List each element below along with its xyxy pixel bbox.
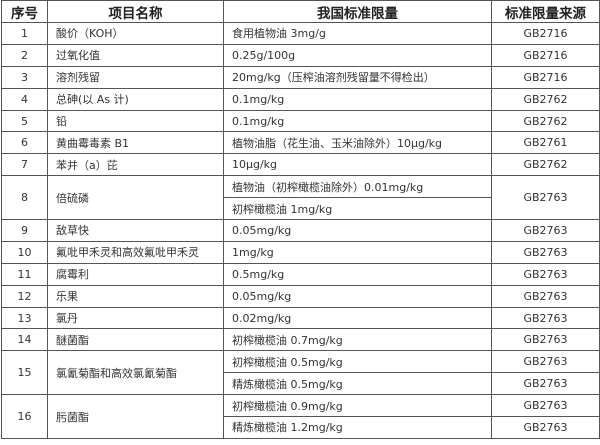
table-row: 14 醚菌酯 初榨橄榄油 0.7mg/kg GB2763 bbox=[1, 328, 600, 352]
limit-value: 0.25g/100g bbox=[223, 43, 492, 67]
table-row: 15 氯氰菊酯和高效氯氰菊酯 初榨橄榄油 0.5mg/kg GB2763 bbox=[1, 350, 600, 396]
limit-value: 0.5mg/kg bbox=[223, 262, 492, 286]
item-name: 溶剂残留 bbox=[47, 65, 224, 89]
table-row: 9 敌草快 0.05mg/kg GB2763 bbox=[1, 219, 600, 242]
table-row: 精炼橄榄油 1.2mg/kg GB2763 bbox=[2, 416, 600, 439]
table-row: 12 乐果 0.05mg/kg GB2763 bbox=[1, 284, 600, 308]
row-number: 8 bbox=[1, 175, 48, 221]
limit-source: GB2763 bbox=[491, 350, 600, 374]
limit-value: 食用植物油 3mg/g bbox=[223, 22, 492, 45]
limit-value: 植物油脂（花生油、玉米油除外）10μg/kg bbox=[223, 131, 492, 155]
limit-source: GB2763 bbox=[491, 284, 600, 308]
item-name: 氟吡甲禾灵和高效氟吡甲禾灵 bbox=[47, 240, 224, 264]
item-name: 苯并（a）芘 bbox=[47, 153, 224, 177]
limit-source: GB2763 bbox=[491, 219, 600, 242]
item-name: 倍硫磷 bbox=[47, 175, 224, 221]
header-limit: 我国标准限量 bbox=[223, 0, 492, 23]
limit-value: 1mg/kg bbox=[223, 240, 492, 264]
table-row: 10 氟吡甲禾灵和高效氟吡甲禾灵 1mg/kg GB2763 bbox=[1, 240, 600, 264]
row-number: 9 bbox=[1, 219, 48, 242]
item-name: 铅 bbox=[47, 109, 224, 133]
limit-source: GB2763 bbox=[491, 372, 600, 396]
limit-source: GB2763 bbox=[491, 262, 600, 286]
item-name: 敌草快 bbox=[47, 219, 224, 242]
limit-source: GB2762 bbox=[491, 153, 600, 177]
table-body: 1 酸价（KOH） 食用植物油 3mg/g GB2716 2 过氧化值 0.25g/100g… bbox=[1, 22, 600, 439]
row-number: 13 bbox=[1, 306, 48, 330]
limit-value: 20mg/kg（压榨油溶剂残留量不得检出） bbox=[223, 65, 492, 89]
limit-source: GB2716 bbox=[491, 65, 600, 89]
row-number: 1 bbox=[1, 22, 48, 45]
limit-value: 初榨橄榄油 0.7mg/kg bbox=[223, 328, 492, 352]
limit-value: 植物油（初榨橄榄油除外）0.01mg/kg bbox=[223, 175, 492, 199]
item-name: 过氧化值 bbox=[47, 43, 224, 67]
table-row: 8 倍硫磷 植物油（初榨橄榄油除外）0.01mg/kg GB2763 bbox=[1, 175, 600, 221]
limit-source: GB2763 bbox=[491, 175, 600, 221]
row-number: 2 bbox=[1, 43, 48, 67]
table-row: 3 溶剂残留 20mg/kg（压榨油溶剂残留量不得检出） GB2716 bbox=[1, 65, 600, 89]
limit-value: 0.1mg/kg bbox=[223, 87, 492, 111]
table-row: 5 铅 0.1mg/kg GB2762 bbox=[1, 109, 600, 133]
row-number: 14 bbox=[1, 328, 48, 352]
limit-value: 精炼橄榄油 1.2mg/kg bbox=[223, 416, 492, 439]
item-name: 酸价（KOH） bbox=[47, 22, 224, 45]
item-name: 腐霉利 bbox=[47, 262, 224, 286]
limit-value: 0.05mg/kg bbox=[223, 219, 492, 242]
row-number: 11 bbox=[1, 262, 48, 286]
limit-value: 10μg/kg bbox=[223, 153, 492, 177]
limit-value: 初榨橄榄油 1mg/kg bbox=[223, 197, 492, 221]
limit-source: GB2716 bbox=[491, 43, 600, 67]
item-name: 氯丹 bbox=[47, 306, 224, 330]
limit-source: GB2762 bbox=[491, 87, 600, 111]
table-row: 13 氯丹 0.02mg/kg GB2763 bbox=[1, 306, 600, 330]
limit-value: 0.02mg/kg bbox=[223, 306, 492, 330]
limit-value: 精炼橄榄油 0.5mg/kg bbox=[223, 372, 492, 396]
table-row: 4 总砷(以 As 计) 0.1mg/kg GB2762 bbox=[1, 87, 600, 111]
row-number: 3 bbox=[1, 65, 48, 89]
limit-source: GB2763 bbox=[491, 240, 600, 264]
header-no: 序号 bbox=[1, 0, 48, 23]
item-name: 总砷(以 As 计) bbox=[47, 87, 224, 111]
limit-source: GB2763 bbox=[491, 416, 600, 439]
table-header-row: 序号 项目名称 我国标准限量 标准限量来源 bbox=[1, 0, 600, 23]
item-name: 乐果 bbox=[47, 284, 224, 308]
item-name: 黄曲霉毒素 B1 bbox=[47, 131, 224, 155]
header-source: 标准限量来源 bbox=[491, 0, 600, 23]
limit-value: 0.05mg/kg bbox=[223, 284, 492, 308]
row-number: 15 bbox=[1, 350, 48, 396]
item-name: 氯氰菊酯和高效氯氰菊酯 bbox=[47, 350, 224, 396]
limit-value: 初榨橄榄油 0.5mg/kg bbox=[223, 350, 492, 374]
item-name: 醚菌酯 bbox=[47, 328, 224, 352]
table-row: 16 肟菌酯 初榨橄榄油 0.9mg/kg GB2763 bbox=[1, 394, 600, 439]
header-item-name: 项目名称 bbox=[47, 0, 224, 23]
row-number: 16 bbox=[1, 394, 48, 439]
table-row: 1 酸价（KOH） 食用植物油 3mg/g GB2716 bbox=[1, 22, 600, 45]
row-number: 4 bbox=[1, 87, 48, 111]
table-row: 精炼橄榄油 0.5mg/kg GB2763 bbox=[2, 372, 600, 396]
limit-source: GB2763 bbox=[491, 394, 600, 418]
row-number: 12 bbox=[1, 284, 48, 308]
row-number: 10 bbox=[1, 240, 48, 264]
row-number: 5 bbox=[1, 109, 48, 133]
limit-source: GB2716 bbox=[491, 22, 600, 45]
row-number: 6 bbox=[1, 131, 48, 155]
table-row: 6 黄曲霉毒素 B1 植物油脂（花生油、玉米油除外）10μg/kg GB2761 bbox=[1, 131, 600, 155]
limit-source: GB2761 bbox=[491, 131, 600, 155]
limit-source: GB2762 bbox=[491, 109, 600, 133]
limit-source: GB2763 bbox=[491, 306, 600, 330]
table-row: 2 过氧化值 0.25g/100g GB2716 bbox=[1, 43, 600, 67]
item-name: 肟菌酯 bbox=[47, 394, 224, 439]
limit-source: GB2763 bbox=[491, 328, 600, 352]
table-row: 7 苯并（a）芘 10μg/kg GB2762 bbox=[1, 153, 600, 177]
limit-value: 0.1mg/kg bbox=[223, 109, 492, 133]
row-number: 7 bbox=[1, 153, 48, 177]
table-row: 11 腐霉利 0.5mg/kg GB2763 bbox=[1, 262, 600, 286]
limit-value: 初榨橄榄油 0.9mg/kg bbox=[223, 394, 492, 418]
